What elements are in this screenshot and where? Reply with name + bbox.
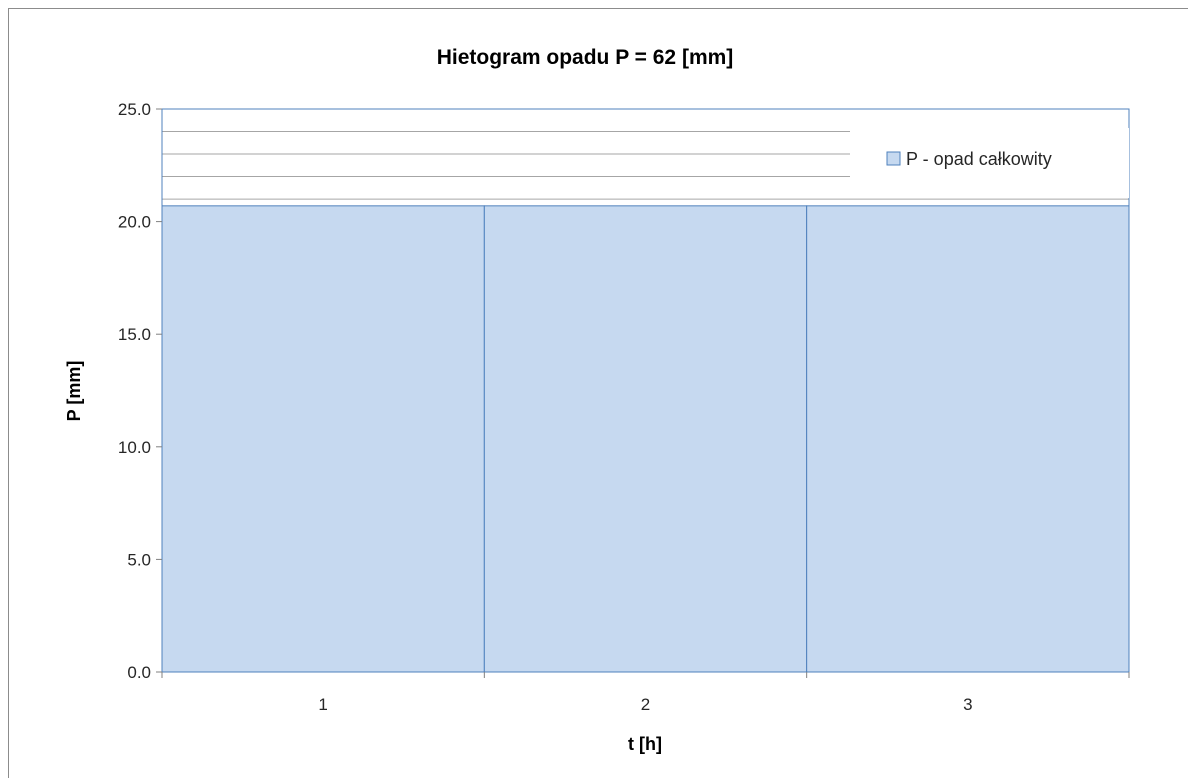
y-tick-label: 5.0 — [127, 550, 151, 569]
bar-3 — [806, 205, 1130, 673]
plot-area: 0.0 5.0 10.0 15.0 20.0 25.0 1 2 3 P - opad całkow… — [118, 100, 1130, 714]
legend-swatch — [886, 151, 901, 166]
y-axis-title: P [mm] — [64, 361, 84, 422]
legend-label: P - opad całkowity — [906, 149, 1052, 169]
x-tick-label: 1 — [318, 695, 327, 714]
bar-2 — [483, 205, 808, 673]
x-axis-title: t [h] — [628, 734, 662, 754]
y-tick-label: 15.0 — [118, 325, 151, 344]
y-tick-label: 20.0 — [118, 213, 151, 232]
y-tick-label: 10.0 — [118, 438, 151, 457]
x-tick-label: 3 — [963, 695, 972, 714]
x-tick-label: 2 — [641, 695, 650, 714]
plot-border — [161, 108, 1130, 673]
legend: P - opad całkowity — [850, 128, 1129, 198]
chart-title: Hietogram opadu P = 62 [mm] — [437, 46, 734, 69]
y-tick-label: 0.0 — [127, 663, 151, 682]
bar-1 — [161, 205, 485, 673]
y-tick-label: 25.0 — [118, 100, 151, 119]
